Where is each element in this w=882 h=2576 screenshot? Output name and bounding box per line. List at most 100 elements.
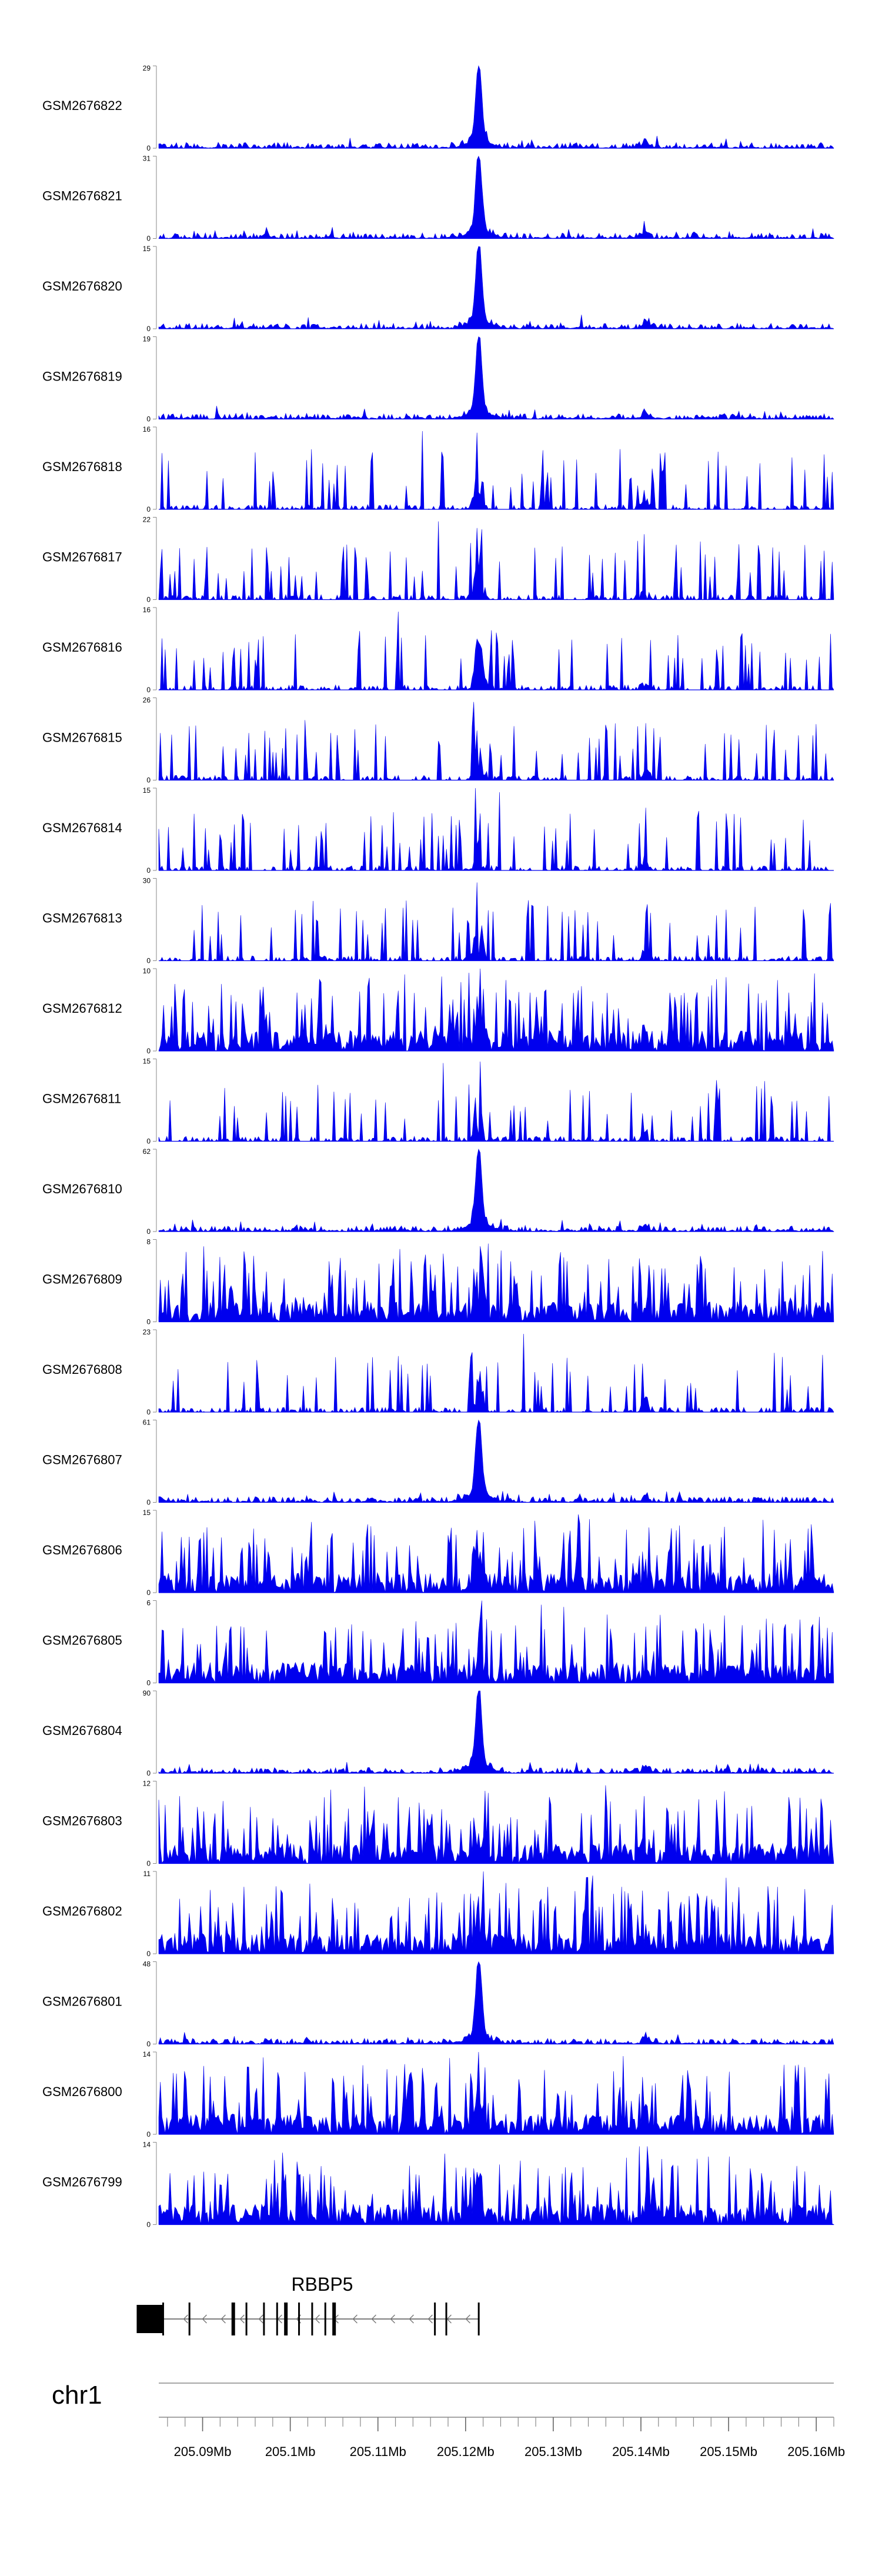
y-max-label: 23	[143, 1328, 151, 1336]
y-min-label: 0	[146, 235, 151, 243]
y-max-label: 6	[146, 1599, 151, 1607]
y-min-label: 0	[146, 1047, 151, 1055]
coverage-area	[159, 431, 834, 510]
track-name-label: GSM2676822	[42, 98, 122, 113]
gene-exon	[434, 2303, 436, 2335]
gene-utr-block	[136, 2305, 163, 2333]
y-min-label: 0	[146, 505, 151, 513]
coverage-area	[158, 611, 834, 691]
y-min-label: 0	[146, 596, 151, 604]
track-name-label: GSM2676805	[42, 1633, 122, 1648]
coverage-area	[158, 1785, 834, 1864]
track-name-label: GSM2676808	[42, 1362, 122, 1377]
gene-exon	[245, 2303, 248, 2335]
coverage-tracks: GSM2676822290GSM2676821310GSM2676820150G…	[42, 64, 835, 2229]
track-name-label: GSM2676807	[42, 1453, 122, 1467]
y-min-label: 0	[146, 1950, 151, 1958]
y-max-label: 31	[143, 155, 151, 163]
y-max-label: 10	[143, 967, 151, 975]
track-name-label: GSM2676799	[42, 2175, 122, 2190]
y-max-label: 22	[143, 516, 151, 524]
chromosome-label: chr1	[52, 2381, 102, 2410]
strand-arrow	[220, 2314, 226, 2324]
track-name-label: GSM2676821	[42, 189, 122, 203]
y-max-label: 15	[143, 786, 151, 795]
track-GSM2676820: GSM2676820 15 0	[42, 245, 834, 333]
y-min-label: 0	[146, 1499, 151, 1507]
y-min-label: 0	[146, 1589, 151, 1597]
track-GSM2676816: GSM2676816 16 0	[42, 606, 834, 694]
coverage-area	[158, 336, 834, 420]
axis-tick-label: 205.1Mb	[265, 2444, 316, 2459]
gene-exon	[324, 2303, 326, 2335]
track-name-label: GSM2676801	[42, 1994, 122, 2009]
y-max-label: 48	[143, 1960, 151, 1968]
track-GSM2676807: GSM2676807 61 0	[42, 1419, 834, 1507]
track-GSM2676811: GSM2676811 15 0	[42, 1057, 834, 1146]
track-name-label: GSM2676806	[42, 1543, 122, 1557]
y-max-label: 19	[143, 335, 151, 343]
track-name-label: GSM2676809	[42, 1272, 122, 1287]
strand-arrow	[409, 2314, 414, 2324]
y-max-label: 11	[143, 1870, 151, 1878]
track-GSM2676800: GSM2676800 14 0	[42, 2050, 834, 2138]
y-max-label: 16	[143, 606, 151, 614]
y-min-label: 0	[146, 957, 151, 965]
y-min-label: 0	[146, 866, 151, 875]
coverage-area	[158, 1961, 834, 2045]
track-name-label: GSM2676804	[42, 1723, 122, 1738]
coverage-area	[158, 2146, 835, 2225]
coverage-area	[158, 65, 834, 149]
track-GSM2676812: GSM2676812 10 0	[42, 967, 834, 1055]
coverage-area	[158, 968, 834, 1052]
track-GSM2676821: GSM2676821 31 0	[42, 155, 835, 243]
track-name-label: GSM2676817	[42, 550, 122, 565]
strand-arrow	[371, 2314, 376, 2324]
y-max-label: 26	[143, 696, 151, 705]
y-max-label: 8	[146, 1238, 151, 1246]
gene-track: RBBP5	[136, 2274, 480, 2335]
y-max-label: 62	[143, 1147, 151, 1156]
coverage-area	[158, 1333, 834, 1413]
y-min-label: 0	[146, 2040, 151, 2048]
track-name-label: GSM2676813	[42, 911, 122, 926]
track-GSM2676814: GSM2676814 15 0	[42, 786, 834, 875]
track-GSM2676818: GSM2676818 16 0	[42, 425, 834, 513]
track-name-label: GSM2676812	[42, 1001, 122, 1016]
y-min-label: 0	[146, 1408, 151, 1416]
track-GSM2676817: GSM2676817 22 0	[42, 516, 834, 604]
coverage-area	[158, 1419, 834, 1503]
coverage-area	[158, 1871, 834, 1954]
track-name-label: GSM2676820	[42, 279, 122, 293]
track-GSM2676803: GSM2676803 12 0	[42, 1780, 834, 1868]
coverage-area	[158, 788, 834, 872]
track-GSM2676809: GSM2676809 8 0	[42, 1238, 834, 1326]
gene-exon	[298, 2303, 300, 2335]
strand-arrow	[390, 2314, 395, 2324]
y-min-label: 0	[146, 776, 151, 785]
strand-arrow	[183, 2314, 188, 2324]
gene-name-label: RBBP5	[292, 2274, 353, 2295]
track-name-label: GSM2676814	[42, 820, 122, 835]
y-min-label: 0	[146, 415, 151, 423]
axis-tick-label: 205.09Mb	[174, 2444, 232, 2459]
axis-tick-label: 205.11Mb	[350, 2444, 406, 2459]
gene-exon	[188, 2303, 191, 2335]
axis-tick-label: 205.14Mb	[612, 2444, 670, 2459]
track-GSM2676810: GSM2676810 62 0	[42, 1147, 834, 1236]
track-GSM2676822: GSM2676822 29 0	[42, 64, 834, 152]
y-min-label: 0	[146, 144, 151, 152]
track-GSM2676813: GSM2676813 30 0	[42, 877, 834, 965]
y-min-label: 0	[146, 1679, 151, 1687]
y-max-label: 61	[143, 1419, 151, 1427]
axis-tick-label: 205.12Mb	[437, 2444, 495, 2459]
axis-tick-label: 205.16Mb	[787, 2444, 845, 2459]
track-GSM2676799: GSM2676799 14 0	[42, 2141, 835, 2229]
y-min-label: 0	[146, 686, 151, 694]
gene-exon	[263, 2303, 265, 2335]
gene-exon	[276, 2303, 278, 2335]
track-name-label: GSM2676802	[42, 1904, 122, 1918]
track-GSM2676802: GSM2676802 11 0	[42, 1870, 834, 1958]
strand-arrow	[465, 2314, 470, 2324]
y-max-label: 14	[143, 2141, 151, 2149]
